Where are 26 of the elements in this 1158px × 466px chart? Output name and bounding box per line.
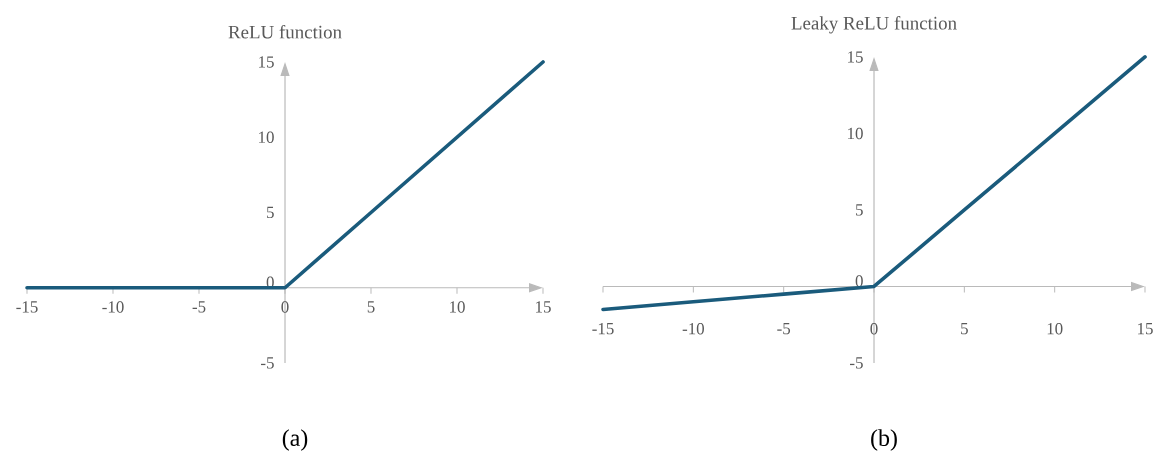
y-tick-label: 15 bbox=[848, 51, 863, 63]
y-tick-label: 5 bbox=[856, 204, 863, 216]
y-tick-label: 15 bbox=[259, 56, 274, 68]
x-tick-label: 15 bbox=[536, 301, 551, 313]
x-tick-label: 10 bbox=[1047, 323, 1063, 335]
y-tick-label: 10 bbox=[259, 131, 274, 143]
text: (b) bbox=[871, 429, 897, 451]
x-tick-label: -10 bbox=[102, 301, 124, 313]
chart-title: ReLU function bbox=[228, 24, 342, 39]
text: (a) bbox=[282, 429, 308, 451]
x-tick-label: 0 bbox=[281, 301, 289, 313]
chart-title: Leaky ReLU function bbox=[791, 16, 957, 34]
x-tick-label: 5 bbox=[367, 301, 375, 313]
x-tick-label: 0 bbox=[870, 323, 878, 335]
x-tick-label: 15 bbox=[1138, 323, 1153, 335]
x-tick-label: -5 bbox=[192, 301, 206, 313]
x-tick-label: -15 bbox=[592, 323, 614, 335]
x-tick-label: -15 bbox=[16, 301, 38, 313]
y-tick-label: 10 bbox=[848, 127, 863, 140]
x-tick-label: 5 bbox=[961, 323, 968, 335]
x-tick-label: -5 bbox=[777, 323, 791, 335]
x-tick-label: 10 bbox=[450, 301, 465, 313]
y-tick-label: -5 bbox=[261, 357, 274, 369]
y-tick-label: 5 bbox=[267, 206, 274, 219]
y-tick-label: -5 bbox=[850, 357, 863, 369]
x-tick-label: -10 bbox=[682, 323, 704, 335]
